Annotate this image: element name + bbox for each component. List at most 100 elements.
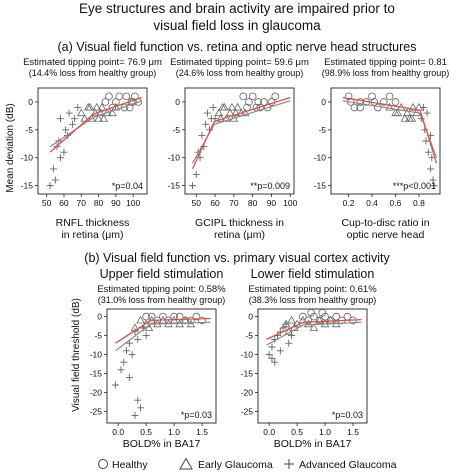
section-b-heading: (b) Visual field function vs. primary vi… xyxy=(84,251,390,265)
early-glaucoma-point xyxy=(227,102,237,111)
y-axis-label-b: Visual field threshold (dB) xyxy=(71,298,82,412)
advanced-glaucoma-point xyxy=(134,396,142,404)
healthy-point xyxy=(239,92,248,101)
healthy-point xyxy=(254,98,263,106)
plot-frame xyxy=(184,87,295,195)
tipping-point-label: Estimated tipping point= 76.9 μm xyxy=(23,57,162,68)
advanced-glaucoma-point xyxy=(424,148,432,156)
y-tick-label: -5 xyxy=(245,331,253,341)
x-tick-label: 0.8 xyxy=(413,198,425,208)
healthy-point xyxy=(245,98,253,106)
advanced-glaucoma-point xyxy=(420,104,428,112)
plot-frame xyxy=(330,87,441,195)
tipping-point-loss-label: (38.3% loss from healthy group) xyxy=(249,295,377,305)
tipping-point-loss-label: (31.0% loss from healthy group) xyxy=(98,295,226,305)
early-glaucoma-point xyxy=(99,114,109,122)
advanced-glaucoma-point xyxy=(50,165,58,173)
x-tick-label: 50 xyxy=(192,198,202,208)
y-tick-label: -5 xyxy=(94,331,102,341)
advanced-glaucoma-point xyxy=(192,170,200,178)
healthy-point xyxy=(101,98,110,106)
legend-advanced-label: Advanced Glaucoma xyxy=(299,459,397,471)
early-glaucoma-point xyxy=(385,102,394,111)
p-value-label: *p=0.03 xyxy=(181,410,212,420)
y-tick-label: -25 xyxy=(90,407,103,417)
early-glaucoma-point xyxy=(216,114,225,122)
legend: Healthy Early Glaucoma Advanced Glaucoma xyxy=(98,457,397,471)
x-tick-label: 100 xyxy=(283,198,297,208)
healthy-point xyxy=(112,98,120,106)
y-tick-label: -10 xyxy=(168,153,181,163)
p-value-label: *p=0.03 xyxy=(332,410,363,420)
figure-title-line-2: visual field loss in glaucoma xyxy=(153,18,321,33)
early-glaucoma-point xyxy=(393,108,403,117)
x-tick-label: 1.5 xyxy=(347,427,359,437)
y-tick-label: -15 xyxy=(90,369,103,379)
early-glaucoma-point xyxy=(186,319,196,328)
y-tick-label: -10 xyxy=(241,350,254,360)
fit-line-gray xyxy=(115,321,211,352)
advanced-glaucoma-point xyxy=(276,347,284,355)
x-tick-label: 0.4 xyxy=(366,198,378,208)
early-glaucoma-point xyxy=(326,315,335,324)
legend-healthy-label: Healthy xyxy=(112,459,148,471)
section-a-heading: (a) Visual field function vs. retina and… xyxy=(58,40,417,54)
advanced-glaucoma-point xyxy=(74,104,82,112)
y-tick-label: 0 xyxy=(321,97,326,107)
y-tick-label: -15 xyxy=(21,181,34,191)
x-axis-label: GCIPL thickness in xyxy=(195,217,284,229)
advanced-glaucoma-point xyxy=(279,324,287,332)
scatter-panel-5: Lower field stimulation Estimated tipping… xyxy=(241,267,378,450)
advanced-glaucoma-point xyxy=(69,120,77,128)
x-tick-label: 90 xyxy=(267,198,277,208)
healthy-point xyxy=(379,98,388,106)
fit-line-red xyxy=(49,96,143,153)
early-glaucoma-point xyxy=(97,102,107,111)
healthy-point xyxy=(356,98,365,106)
healthy-point xyxy=(385,92,394,101)
x-axis-label: in retina (μm) xyxy=(61,229,123,241)
early-glaucoma-point xyxy=(287,315,296,324)
early-glaucoma-point xyxy=(408,102,418,111)
early-glaucoma-point xyxy=(218,102,227,111)
advanced-glaucoma-point xyxy=(60,148,68,156)
healthy-point xyxy=(350,103,359,112)
y-tick-label: -20 xyxy=(90,388,103,398)
x-axis-label: BOLD% in BA17 xyxy=(274,438,352,450)
early-glaucoma-point xyxy=(141,319,151,328)
legend-early-label: Early Glaucoma xyxy=(198,459,273,471)
advanced-glaucoma-point xyxy=(265,351,273,359)
scatter-panel-1: Estimated tipping point= 76.9 μm(14.4% l… xyxy=(21,57,162,241)
early-glaucoma-point xyxy=(94,114,103,122)
advanced-glaucoma-point xyxy=(137,404,145,412)
tipping-point-label: Estimated tipping point= 59.6 μm xyxy=(170,57,309,68)
early-glaucoma-point xyxy=(76,108,86,117)
healthy-point xyxy=(248,92,257,101)
fit-line-gray xyxy=(191,100,291,164)
advanced-glaucoma-point xyxy=(422,137,430,145)
advanced-glaucoma-point xyxy=(117,366,125,374)
advanced-glaucoma-point xyxy=(46,182,54,190)
early-glaucoma-point xyxy=(214,108,224,117)
x-axis-label: BOLD% in BA17 xyxy=(123,438,201,450)
early-glaucoma-point xyxy=(304,319,313,328)
early-glaucoma-point xyxy=(231,108,241,117)
advanced-glaucoma-point xyxy=(288,332,296,340)
p-value-label: ***p<0.001 xyxy=(393,181,436,191)
plot-frame xyxy=(106,308,217,424)
advanced-glaucoma-point xyxy=(111,381,119,389)
healthy-point xyxy=(198,316,206,325)
x-tick-label: 60 xyxy=(210,198,220,208)
advanced-glaucoma-point xyxy=(268,354,276,362)
p-value-label: *p=0.04 xyxy=(112,181,143,191)
panel-title: Upper field stimulation xyxy=(100,267,224,281)
x-tick-label: 70 xyxy=(229,198,239,208)
advanced-glaucoma-point xyxy=(204,109,212,117)
x-tick-label: 0.0 xyxy=(112,427,124,437)
x-tick-label: 100 xyxy=(126,198,140,208)
y-tick-label: 0 xyxy=(28,97,33,107)
scatter-panel-3: Estimated tipping point= 0.81(98.9% loss… xyxy=(314,57,450,241)
healthy-point xyxy=(271,92,280,101)
healthy-point xyxy=(298,312,307,321)
healthy-point xyxy=(192,312,201,321)
